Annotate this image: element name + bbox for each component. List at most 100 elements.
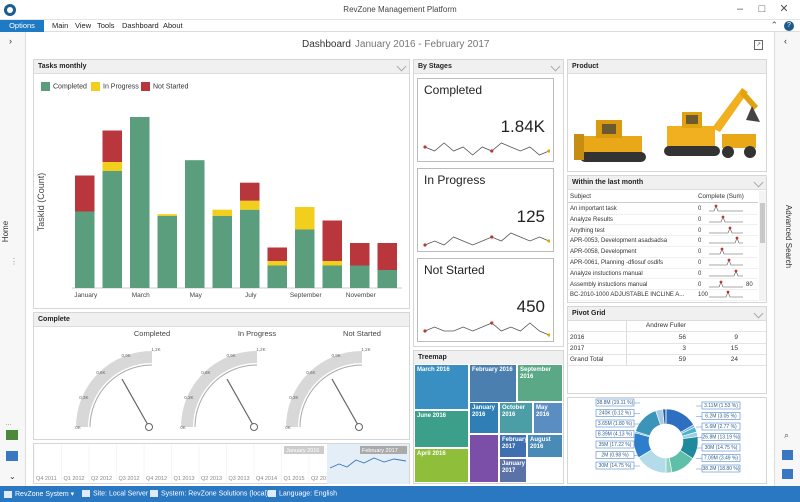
- treemap-cell[interactable]: January 2016: [469, 402, 499, 434]
- pivot-header-row[interactable]: Andrew Fuller: [568, 321, 766, 332]
- pivot-row[interactable]: 2016 56 9: [568, 333, 766, 344]
- column-header-subject[interactable]: Subject: [570, 193, 592, 200]
- bar-sep-in-progress[interactable]: [295, 207, 315, 230]
- minimize-button[interactable]: –: [736, 3, 744, 15]
- sparkline-path: [424, 232, 550, 246]
- treemap-cell[interactable]: October 2016: [499, 402, 533, 434]
- bar-aug-not-started[interactable]: [267, 247, 288, 262]
- status-site[interactable]: Site: Local Server: [82, 490, 148, 497]
- collapse-chevron-icon[interactable]: ‹: [784, 36, 787, 46]
- bar-aug-completed[interactable]: [267, 265, 288, 289]
- pivot-cell: 15: [730, 345, 738, 352]
- bar-dec-completed[interactable]: [377, 270, 398, 288]
- bar-feb-in-progress[interactable]: [102, 162, 123, 171]
- column-header-complete[interactable]: Complete (Sum): [698, 193, 744, 200]
- bar-may-completed[interactable]: [185, 160, 205, 288]
- bar-jun-completed[interactable]: [212, 216, 233, 288]
- table-row[interactable]: APR-0061, Planning -dfiosuf osdifs 0: [568, 258, 758, 269]
- bar-sep-completed[interactable]: [295, 229, 315, 289]
- search-icon[interactable]: ⌕: [784, 430, 790, 440]
- table-row[interactable]: Anything test 0: [568, 226, 758, 237]
- table-row[interactable]: Assembly instuctions manual 0 80: [568, 280, 758, 291]
- drag-handle-right-icon[interactable]: ⋮: [785, 257, 793, 266]
- reports-icon[interactable]: [6, 451, 18, 461]
- collapse-ribbon-icon[interactable]: ⌃: [770, 20, 778, 30]
- bar-dec-not-started[interactable]: [377, 243, 398, 270]
- bar-feb-completed[interactable]: [102, 171, 123, 288]
- gauge-inner-arc: [194, 364, 258, 428]
- bar-jan-completed[interactable]: [75, 211, 95, 289]
- table-row[interactable]: Analyze instuctions manual 0: [568, 269, 758, 280]
- bar-jan-not-started[interactable]: [75, 175, 95, 212]
- treemap-cell[interactable]: September 2016: [517, 364, 563, 402]
- stage-card-not-started[interactable]: Not Started 450: [417, 258, 554, 342]
- treemap-cell[interactable]: June 2016: [414, 410, 469, 448]
- help-icon[interactable]: ?: [784, 21, 794, 31]
- treemap-cell[interactable]: January 2017: [499, 458, 527, 483]
- bar-nov-completed[interactable]: [350, 265, 370, 289]
- table-row[interactable]: APR-0053, Development asadsadsa 0: [568, 236, 758, 247]
- export-icon[interactable]: ↗: [754, 40, 763, 50]
- bar-jul-not-started[interactable]: [240, 182, 260, 201]
- timeline-series-line: [329, 457, 407, 469]
- sparkline-point: [721, 215, 725, 219]
- pivot-row[interactable]: Grand Total 59 24: [568, 355, 766, 366]
- legend-completed[interactable]: Completed: [41, 82, 87, 91]
- construction-machinery-image: [572, 88, 762, 170]
- status-solution[interactable]: System: RevZone Solutions (local): [150, 490, 268, 497]
- treemap-cell[interactable]: August 2016: [527, 434, 563, 458]
- home-side-tab[interactable]: Home: [1, 220, 11, 243]
- menu-main[interactable]: Main: [52, 21, 69, 30]
- treemap-cell[interactable]: March 2016: [414, 364, 469, 410]
- home-icon[interactable]: [6, 430, 18, 440]
- close-button[interactable]: ✕: [779, 3, 789, 15]
- grid-scrollbar[interactable]: [759, 191, 766, 301]
- bar-jul-completed[interactable]: [240, 209, 260, 288]
- bar-apr-in-progress[interactable]: [157, 214, 178, 216]
- bar-jun-in-progress[interactable]: [212, 209, 233, 216]
- bar-apr-completed[interactable]: [157, 216, 178, 288]
- status-language[interactable]: Language: English: [268, 490, 337, 497]
- sparkline-point: [734, 269, 738, 273]
- settings-icon[interactable]: [782, 450, 793, 460]
- bar-oct-in-progress[interactable]: [322, 261, 343, 266]
- treemap-cell[interactable]: April 2016: [414, 448, 469, 483]
- table-row[interactable]: APR-0058, Development 0: [568, 247, 758, 258]
- menu-dashboard[interactable]: Dashboard: [122, 21, 159, 30]
- status-system[interactable]: RevZone System ▾: [4, 490, 74, 498]
- bar-feb-not-started[interactable]: [102, 130, 123, 163]
- inline-sparkline: [709, 204, 743, 212]
- drag-handle-icon[interactable]: ⋮: [10, 257, 18, 266]
- chevron-down-icon[interactable]: ⌄: [9, 472, 16, 481]
- legend-not-started[interactable]: Not Started: [141, 82, 188, 91]
- treemap-cell[interactable]: February 2017: [499, 434, 527, 458]
- bar-oct-not-started[interactable]: [322, 220, 343, 262]
- subject-cell: BC-2010-1000 ADJUSTABLE INCLINE A...: [570, 292, 685, 299]
- timeline-range-selector[interactable]: Q4 2011 Q1 2012 Q2 2012 Q3 2012 Q4 2012 Q1 20…: [34, 444, 409, 484]
- menu-about[interactable]: About: [163, 21, 183, 30]
- bar-jul-in-progress[interactable]: [240, 200, 260, 210]
- legend-in-progress[interactable]: In Progress: [91, 82, 139, 91]
- menu-tools[interactable]: Tools: [97, 21, 115, 30]
- table-row[interactable]: Analyze Results 0: [568, 215, 758, 226]
- filter-icon[interactable]: [782, 469, 793, 479]
- gauge-tick-label: 0,9K: [332, 353, 341, 358]
- bar-nov-not-started[interactable]: [350, 243, 370, 266]
- more-dots-icon[interactable]: …: [5, 420, 12, 427]
- pivot-row[interactable]: 2017 3 15: [568, 344, 766, 355]
- stage-card-in-progress[interactable]: In Progress 125: [417, 168, 554, 252]
- table-row[interactable]: An important task 0: [568, 204, 758, 215]
- menu-view[interactable]: View: [75, 21, 92, 30]
- table-row[interactable]: BC-2010-1000 ADJUSTABLE INCLINE A... 100: [568, 290, 758, 301]
- stage-card-completed[interactable]: Completed 1.84K: [417, 78, 554, 162]
- maximize-button[interactable]: □: [758, 3, 766, 15]
- bar-mar-completed[interactable]: [130, 117, 150, 288]
- bar-oct-completed[interactable]: [322, 265, 343, 289]
- options-button[interactable]: Options: [0, 20, 44, 32]
- expand-chevron-icon[interactable]: ›: [9, 36, 12, 46]
- bar-aug-in-progress[interactable]: [267, 261, 288, 266]
- treemap-cell[interactable]: May 2016: [533, 402, 563, 434]
- treemap-cell-unlabeled[interactable]: [469, 434, 499, 483]
- app-logo-icon[interactable]: [4, 4, 16, 16]
- scrollbar-thumb[interactable]: [760, 203, 765, 243]
